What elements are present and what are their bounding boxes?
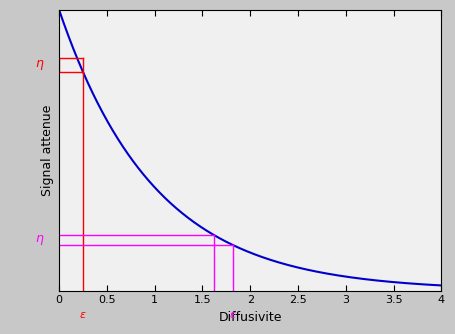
Text: $\eta$: $\eta$ bbox=[35, 58, 45, 72]
X-axis label: Diffusivite: Diffusivite bbox=[218, 311, 282, 324]
Text: $\varepsilon$: $\varepsilon$ bbox=[79, 310, 87, 320]
Text: $\eta$: $\eta$ bbox=[35, 233, 45, 247]
Text: $\varepsilon$: $\varepsilon$ bbox=[229, 310, 237, 320]
Y-axis label: Signal attenue: Signal attenue bbox=[40, 105, 54, 196]
